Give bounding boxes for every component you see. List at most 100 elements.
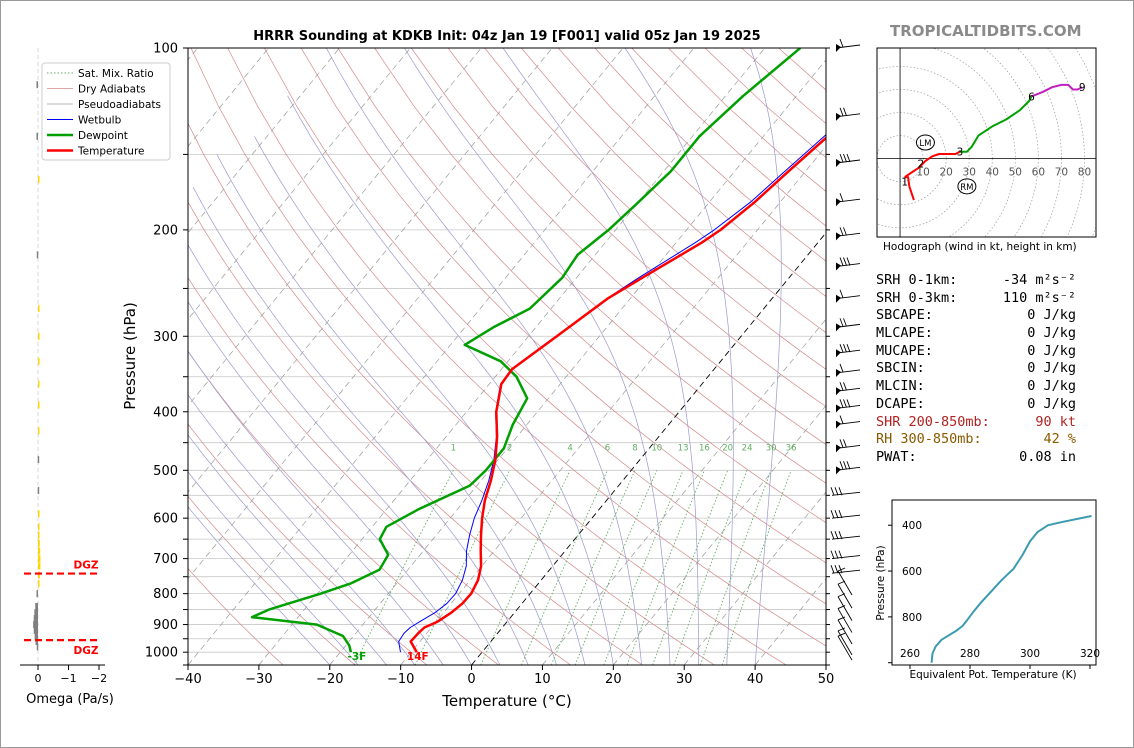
hodograph-ring-label: 60 xyxy=(1032,167,1045,179)
isotherm xyxy=(683,491,826,665)
skewt-axes: −40 −30 −20 −10 0 10 20 30 40 50 100 200 300 400 500 60… xyxy=(145,42,834,688)
x-tick-label: 20 xyxy=(605,672,622,687)
omega-bar xyxy=(37,487,40,495)
barb-flag xyxy=(838,565,843,574)
omega-bar xyxy=(38,380,40,388)
surface-dewpoint-label: -3F xyxy=(347,651,366,663)
barb-flag xyxy=(837,580,846,585)
wind-barb xyxy=(835,227,861,241)
y-tick-label: 900 xyxy=(153,618,178,633)
isotherm xyxy=(542,318,826,665)
parameter-label: SBCIN: xyxy=(876,360,925,377)
isotherm xyxy=(613,405,826,665)
barb-flag xyxy=(843,318,847,327)
omega-bar xyxy=(33,626,38,634)
dry-adiabat xyxy=(374,48,826,484)
mixing-ratio-label: 24 xyxy=(742,444,753,454)
barb-shaft xyxy=(831,491,861,496)
mixing-ratio-line xyxy=(574,470,658,665)
parameter-row: MLCIN: 0 J/kg xyxy=(876,378,1076,396)
omega-bar xyxy=(38,305,40,313)
barb-flag xyxy=(839,257,844,266)
mixing-ratio-label: 10 xyxy=(651,444,662,454)
temperature-line xyxy=(409,136,826,653)
barb-shaft xyxy=(837,608,853,633)
isotherm xyxy=(188,48,624,580)
pseudoadiabat xyxy=(216,154,557,665)
parameter-label: DCAPE: xyxy=(876,395,925,412)
barb-pennant xyxy=(836,444,841,453)
wind-barb xyxy=(837,567,853,596)
hodograph-height-label: 6 xyxy=(1028,91,1035,103)
parameter-row: SRH 0-3km: 110 m²s⁻² xyxy=(876,290,1076,308)
parameter-row: PWAT: 0.08 in xyxy=(876,449,1076,467)
barb-pennant xyxy=(836,387,841,396)
x-tick-label: 30 xyxy=(676,672,693,687)
parameter-value: 0 J/kg xyxy=(1027,325,1076,342)
omega-bar xyxy=(36,81,38,89)
mixing-ratio-label: 13 xyxy=(678,444,689,454)
parameter-row: SBCAPE: 0 J/kg xyxy=(876,307,1076,325)
barb-flag xyxy=(837,627,846,632)
wind-barb xyxy=(830,531,861,540)
hodograph-segment xyxy=(904,150,961,178)
pseudoadiabat xyxy=(188,244,501,665)
barb-flag xyxy=(839,153,844,163)
hodograph-frame xyxy=(876,47,1097,238)
barb-shaft xyxy=(837,570,853,596)
mixing-ratio-label: 6 xyxy=(605,444,610,454)
mixing-ratio-label: 30 xyxy=(766,444,777,454)
y-tick-label: 600 xyxy=(153,512,178,527)
theta-e-y-tick-label: 400 xyxy=(902,520,922,532)
omega-bar xyxy=(38,523,40,531)
pseudoadiabat xyxy=(750,48,782,665)
dgz-label-bottom: DGZ xyxy=(74,645,99,657)
parameter-value: 90 kt xyxy=(1035,413,1076,430)
x-tick-label: 40 xyxy=(747,672,764,687)
barb-flag xyxy=(834,487,839,496)
dry-adiabat xyxy=(300,48,826,564)
mixing-ratio-line xyxy=(550,470,636,665)
theta-e-y-label: Pressure (hPa) xyxy=(875,545,887,620)
barb-flag xyxy=(846,461,851,470)
wind-barb xyxy=(830,509,861,519)
parameter-row: SBCIN: 0 J/kg xyxy=(876,360,1076,378)
barb-shaft xyxy=(837,635,853,661)
wind-barb xyxy=(835,461,861,475)
y-tick-label: 400 xyxy=(153,405,178,420)
barb-shaft xyxy=(831,555,861,560)
mixing-ratio-line xyxy=(520,470,608,665)
hodograph-height-label: 1 xyxy=(901,177,908,189)
dry-adiabat xyxy=(264,48,826,605)
wind-barb xyxy=(835,344,861,358)
y-tick-label: 500 xyxy=(153,464,178,479)
y-tick-label: 700 xyxy=(153,552,178,567)
chart-title: HRRR Sounding at KDKB Init: 04z Jan 19 [… xyxy=(253,29,760,44)
theta-e-frame xyxy=(891,499,1097,666)
dewpoint-line xyxy=(250,48,802,653)
wind-barb xyxy=(830,487,861,496)
barb-pennant xyxy=(836,262,841,271)
theta-e-x-tick-label: 300 xyxy=(1020,648,1040,660)
barb-flag xyxy=(839,107,844,117)
mixing-ratio-label: 16 xyxy=(699,444,710,454)
hodograph-ring-label: 50 xyxy=(1009,167,1022,179)
dry-adiabat xyxy=(188,201,643,665)
omega-bar xyxy=(34,609,38,617)
barb-flag xyxy=(843,153,847,163)
x-tick-label: −20 xyxy=(316,672,343,687)
parameter-label: MLCAPE: xyxy=(876,325,933,342)
omega-axis-label: Omega (Pa/s) xyxy=(26,692,114,707)
barb-flag xyxy=(837,567,846,572)
barb-flag xyxy=(839,289,844,298)
barb-shaft xyxy=(837,583,853,609)
parameter-label: RH 300-850mb: xyxy=(876,431,982,448)
hodograph-height-label: 3 xyxy=(957,147,964,159)
parameter-label: SRH 0-1km: xyxy=(876,272,958,288)
mixing-ratio-line xyxy=(603,470,684,665)
dry-adiabat xyxy=(337,48,826,524)
parameter-value: 0 J/kg xyxy=(1027,395,1076,412)
barb-flag xyxy=(839,193,844,202)
legend-box xyxy=(41,62,171,161)
